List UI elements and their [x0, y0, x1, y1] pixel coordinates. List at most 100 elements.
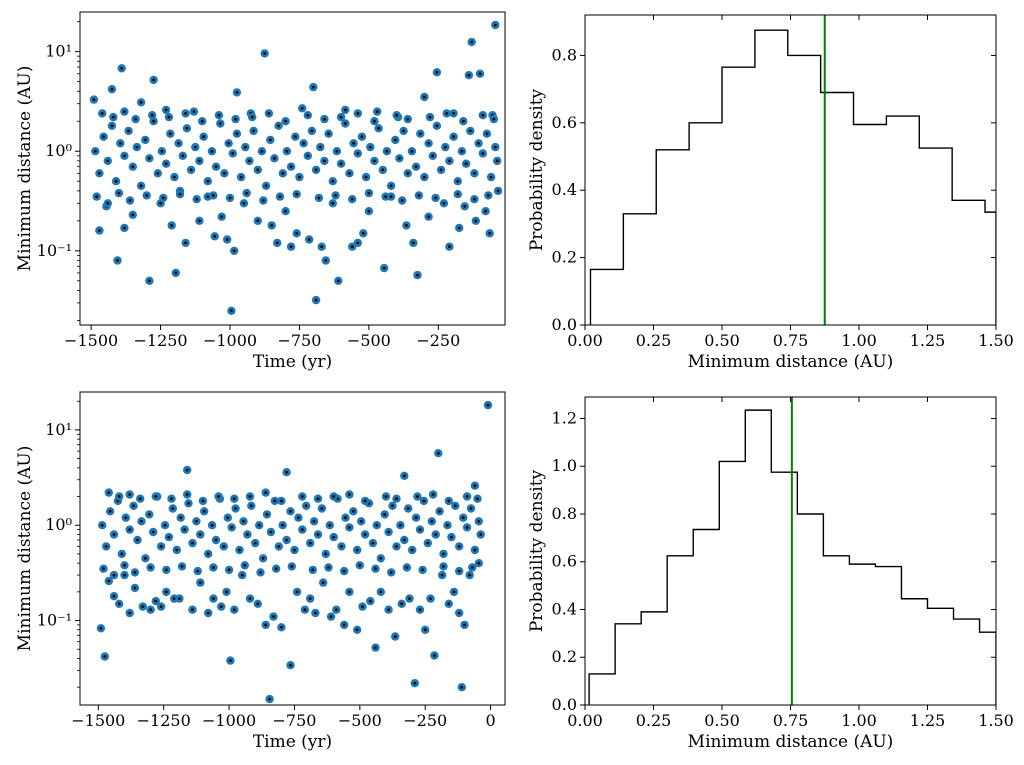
scatter-point-center [442, 552, 445, 556]
y-tick-label: 0.0 [552, 315, 577, 334]
scatter-point-center [110, 124, 114, 128]
scatter-point-center [395, 113, 399, 117]
scatter-point-center [124, 516, 128, 520]
y-tick-label: 1.0 [552, 456, 577, 475]
scatter-point-center [374, 567, 377, 571]
scatter-point-center [268, 697, 271, 701]
scatter-point-center [107, 579, 111, 583]
scatter-point-center [470, 566, 474, 569]
data-marks [589, 15, 996, 325]
scatter-point-center [191, 541, 194, 545]
scatter-point-center [413, 681, 417, 685]
scatter-point-center [256, 219, 260, 223]
x-tick-label: −250 [416, 331, 460, 350]
scatter-point-center [402, 129, 405, 133]
scatter-point-center [327, 566, 330, 569]
scatter-point-center [171, 507, 175, 510]
scatter-point-center [334, 194, 337, 197]
scatter-point-center [206, 195, 210, 199]
data-marks [89, 20, 503, 315]
scatter-point-center [289, 165, 293, 169]
y-tick-label: 0.6 [552, 552, 577, 571]
scatter-point-center [414, 165, 418, 169]
scatter-point-center [289, 663, 292, 667]
x-axis-label: Minimum distance (AU) [688, 732, 894, 752]
scatter-point-center [467, 73, 471, 77]
scatter-point-center [405, 224, 408, 227]
scatter-point-center [302, 141, 305, 145]
scatter-point-center [361, 231, 365, 235]
scatter-point-center [358, 563, 362, 567]
scatter-point-center [486, 403, 490, 407]
y-tick-label: 0.4 [552, 180, 577, 199]
scatter-point-center [421, 568, 424, 572]
scatter-point-center [295, 590, 299, 594]
y-tick-label: 0.6 [552, 113, 577, 132]
scatter-point-center [218, 122, 222, 125]
y-axis-label: Minimum distance (AU) [15, 446, 35, 652]
scatter-point-center [284, 209, 287, 213]
scatter-point-center [431, 493, 435, 496]
scatter-point-center [201, 499, 205, 503]
scatter-point-center [452, 135, 455, 139]
scatter-point-center [477, 561, 481, 565]
scatter-point-center [98, 171, 101, 175]
scatter-point-center [433, 654, 436, 657]
scatter-point-center [108, 509, 112, 513]
scatter-point-center [477, 141, 480, 145]
scatter-point-center [164, 590, 168, 594]
scatter-point-center [311, 568, 315, 572]
scatter-point-center [443, 145, 447, 149]
scatter-point-center [139, 100, 143, 104]
x-axis-label: Minimum distance (AU) [688, 352, 894, 372]
scatter-point-center [223, 171, 226, 175]
scatter-point-center [235, 91, 239, 94]
scatter-point-center [457, 226, 461, 230]
scatter-point-center [310, 129, 314, 133]
scatter-point-center [242, 519, 245, 523]
scatter-point-center [323, 117, 326, 121]
scatter-point-center [348, 590, 351, 594]
scatter-point-center [348, 171, 351, 175]
scatter-point-center [336, 279, 340, 283]
scatter-point-center [473, 197, 476, 201]
scatter-point-center [308, 597, 312, 600]
scatter-point-center [374, 646, 377, 649]
scatter-point-center [317, 196, 321, 200]
y-tick-label: 10¹ [45, 42, 72, 61]
scatter-point-center [235, 132, 239, 136]
scatter-point-center [356, 152, 360, 155]
scatter-point-center [234, 117, 238, 121]
axes-frame [584, 14, 997, 326]
scatter-point-center [128, 528, 132, 531]
x-tick-label: 0 [486, 711, 496, 730]
scatter-point-center [252, 129, 256, 133]
scatter-point-center [463, 623, 466, 627]
scatter-point-center [481, 113, 485, 117]
scatter-point-center [116, 259, 119, 262]
scatter-point-center [406, 117, 410, 121]
x-tick-label: −1000 [203, 331, 257, 350]
scatter-point-center [489, 175, 493, 179]
scatter-point-center [141, 605, 145, 608]
scatter-point-center [470, 40, 474, 44]
scatter-point-center [183, 528, 187, 531]
scatter-point-center [318, 145, 322, 149]
scatter-point-center [152, 119, 156, 123]
scatter-point-center [185, 126, 189, 130]
scatter-point-center [285, 538, 288, 542]
scatter-point-center [488, 231, 492, 235]
scatter-point-center [229, 659, 232, 662]
scatter-point-center [379, 556, 383, 560]
scatter-point-center [103, 655, 107, 658]
scatter-point-center [360, 135, 364, 139]
y-tick-label: 10⁻¹ [37, 241, 72, 260]
scatter-point-center [230, 526, 234, 529]
scatter-point-center [328, 523, 332, 527]
scatter-point-center [297, 516, 300, 520]
scatter-point-center [476, 497, 479, 501]
x-tick-label: −500 [347, 331, 391, 350]
scatter-point-center [493, 145, 497, 149]
scatter-point-center [259, 571, 262, 574]
scatter-point-center [382, 266, 386, 270]
